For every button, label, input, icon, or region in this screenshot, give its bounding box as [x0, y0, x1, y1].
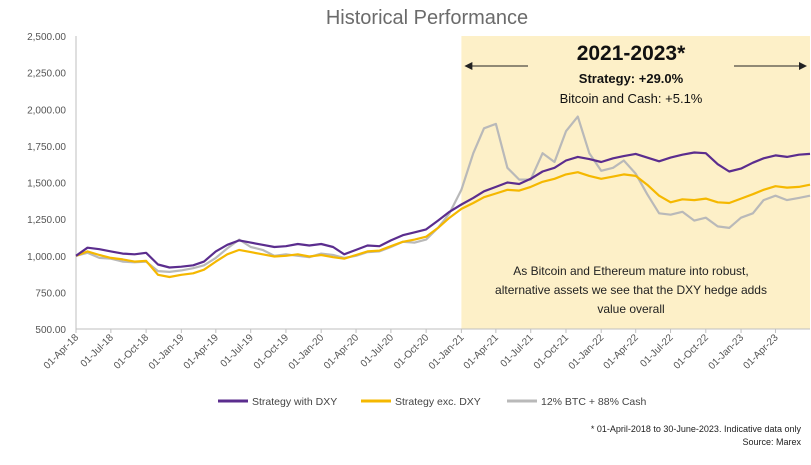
highlight-title: 2021-2023* — [577, 42, 686, 65]
legend: Strategy with DXY Strategy exc. DXY 12% BT… — [218, 396, 647, 408]
highlight-region — [461, 36, 810, 329]
x-tick-label: 01-Apr-18 — [42, 332, 82, 372]
x-tick-label: 01-Oct-21 — [532, 332, 572, 372]
x-tick-label: 01-Jul-21 — [499, 332, 537, 370]
x-tick-label: 01-Jul-18 — [79, 332, 117, 370]
series-group — [75, 115, 811, 279]
x-tick-label: 01-Jan-21 — [427, 332, 467, 372]
y-tick-label: 2,250.00 — [27, 69, 66, 80]
highlight-note-3: value overall — [597, 302, 664, 316]
x-tick-label: 01-Apr-22 — [602, 332, 642, 372]
y-axis: 2,500.00 2,250.00 2,000.00 1,750.00 1,500.00… — [27, 32, 77, 336]
highlight-annotation: 2021-2023* Strategy: +29.0% Bitcoin and … — [464, 42, 807, 316]
highlight-strategy: Strategy: +29.0% — [579, 71, 684, 86]
y-tick-label: 2,000.00 — [27, 105, 66, 116]
y-tick-label: 1,250.00 — [27, 215, 66, 226]
highlight-arrowhead-left — [464, 62, 473, 70]
x-tick-label: 01-Apr-23 — [741, 332, 781, 372]
y-tick-label: 500.00 — [35, 325, 66, 336]
x-tick-label: 01-Jan-20 — [287, 332, 327, 372]
y-tick-label: 2,500.00 — [27, 32, 66, 43]
y-tick-label: 1,750.00 — [27, 142, 66, 153]
legend-label: Strategy exc. DXY — [395, 396, 481, 408]
x-axis: 01-Apr-1801-Jul-1801-Oct-1801-Jan-1901-A… — [42, 328, 810, 372]
x-tick-label: 01-Oct-19 — [252, 332, 292, 372]
highlight-arrowhead-right — [799, 62, 807, 70]
highlight-bitcoin: Bitcoin and Cash: +5.1% — [560, 91, 703, 106]
x-tick-label: 01-Jan-23 — [707, 332, 747, 372]
x-tick-label: 01-Apr-21 — [462, 332, 502, 372]
footnote-date-range: * 01-April-2018 to 30-June-2023. Indicat… — [590, 424, 801, 434]
x-tick-label: 01-Jan-19 — [147, 332, 187, 372]
y-tick-label: 1,000.00 — [27, 252, 66, 263]
chart-title: Historical Performance — [326, 7, 528, 29]
x-tick-label: 01-Jul-19 — [219, 332, 257, 370]
legend-label: 12% BTC + 88% Cash — [541, 396, 647, 408]
highlight-note-1: As Bitcoin and Ethereum mature into robu… — [513, 264, 748, 278]
x-tick-label: 01-Oct-20 — [392, 332, 432, 372]
series-line-2 — [75, 115, 811, 273]
legend-label: Strategy with DXY — [252, 396, 337, 408]
x-tick-label: 01-Apr-19 — [182, 332, 222, 372]
x-tick-label: 01-Jul-22 — [638, 332, 676, 370]
y-tick-label: 1,500.00 — [27, 179, 66, 190]
series-line-0 — [75, 151, 811, 269]
x-tick-label: 01-Oct-22 — [672, 332, 712, 372]
series-line-1 — [75, 171, 811, 279]
y-tick-label: 750.00 — [35, 288, 66, 299]
footnote-source: Source: Marex — [742, 437, 801, 447]
highlight-note-2: alternative assets we see that the DXY h… — [495, 283, 767, 297]
x-tick-label: 01-Apr-20 — [322, 332, 362, 372]
x-tick-label: 01-Oct-18 — [112, 332, 152, 372]
x-tick-label: 01-Jan-22 — [567, 332, 607, 372]
x-tick-label: 01-Jul-20 — [359, 332, 397, 370]
